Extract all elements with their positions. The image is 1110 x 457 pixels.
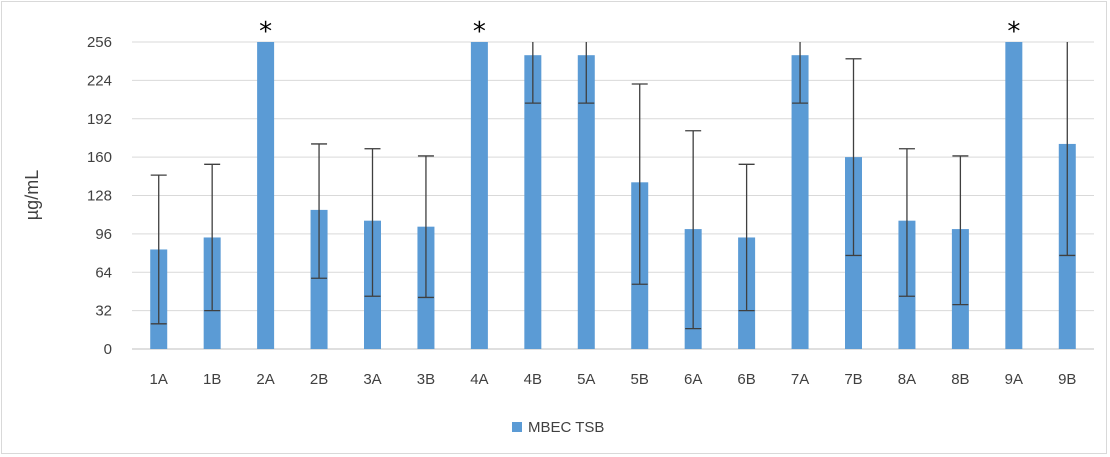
y-tick-label: 256 bbox=[87, 34, 112, 51]
bar bbox=[1005, 42, 1023, 349]
error-bar bbox=[1059, 42, 1076, 257]
bar-series bbox=[150, 42, 1076, 349]
error-bar bbox=[150, 174, 167, 325]
significance-star: * bbox=[1007, 17, 1020, 47]
error-bar bbox=[364, 148, 381, 297]
bar bbox=[524, 55, 542, 349]
legend-label: MBEC TSB bbox=[528, 419, 604, 436]
error-bar bbox=[685, 130, 702, 330]
x-tick-label: 6A bbox=[684, 371, 702, 388]
bar bbox=[310, 209, 328, 349]
bar bbox=[791, 55, 809, 349]
bar bbox=[577, 55, 595, 349]
error-bar bbox=[792, 42, 809, 104]
x-tick-label: 2B bbox=[310, 371, 328, 388]
y-tick-label: 160 bbox=[87, 149, 112, 166]
bar bbox=[470, 42, 488, 349]
significance-markers: * * * bbox=[259, 17, 1020, 47]
error-bar bbox=[204, 163, 221, 312]
error-bar bbox=[631, 83, 648, 285]
error-bar bbox=[738, 163, 755, 312]
x-tick-label: 7B bbox=[844, 371, 862, 388]
x-axis-ticks: 1A 1B 2A 2B 3A 3B 4A 4B 5A 5B 6A 6B 7A 7B 8A 8B 9A 9B bbox=[150, 371, 1077, 388]
error-bar bbox=[311, 143, 328, 279]
y-tick-label: 0 bbox=[104, 341, 112, 358]
y-axis-ticks: 0 32 64 96 128 160 192 224 256 bbox=[87, 34, 112, 358]
x-tick-label: 3A bbox=[363, 371, 381, 388]
significance-star: * bbox=[259, 17, 272, 47]
error-bar bbox=[417, 155, 434, 299]
x-tick-label: 9A bbox=[1005, 371, 1023, 388]
x-tick-label: 4A bbox=[470, 371, 488, 388]
legend: MBEC TSB bbox=[512, 419, 604, 436]
significance-star: * bbox=[473, 17, 486, 47]
y-tick-label: 224 bbox=[87, 72, 112, 89]
error-bar bbox=[578, 42, 595, 104]
gridlines bbox=[132, 41, 1094, 350]
y-tick-label: 32 bbox=[95, 303, 112, 320]
x-tick-label: 9B bbox=[1058, 371, 1076, 388]
error-bar bbox=[845, 58, 862, 257]
y-axis-label: µg/mL bbox=[22, 170, 42, 220]
x-tick-label: 7A bbox=[791, 371, 809, 388]
x-tick-label: 6B bbox=[737, 371, 755, 388]
x-tick-label: 2A bbox=[256, 371, 274, 388]
x-tick-label: 4B bbox=[524, 371, 542, 388]
y-tick-label: 96 bbox=[95, 226, 112, 243]
y-tick-label: 128 bbox=[87, 188, 112, 205]
error-bar bbox=[898, 148, 915, 297]
legend-swatch bbox=[512, 422, 522, 432]
x-tick-label: 3B bbox=[417, 371, 435, 388]
error-bar bbox=[524, 42, 541, 104]
x-tick-label: 8A bbox=[898, 371, 916, 388]
y-tick-label: 192 bbox=[87, 111, 112, 128]
error-bars bbox=[150, 42, 1076, 330]
error-bar bbox=[952, 155, 969, 306]
x-tick-label: 8B bbox=[951, 371, 969, 388]
bar bbox=[257, 42, 275, 349]
x-tick-label: 5A bbox=[577, 371, 595, 388]
x-tick-label: 5B bbox=[631, 371, 649, 388]
x-tick-label: 1B bbox=[203, 371, 221, 388]
x-tick-label: 1A bbox=[150, 371, 168, 388]
y-tick-label: 64 bbox=[95, 264, 112, 281]
